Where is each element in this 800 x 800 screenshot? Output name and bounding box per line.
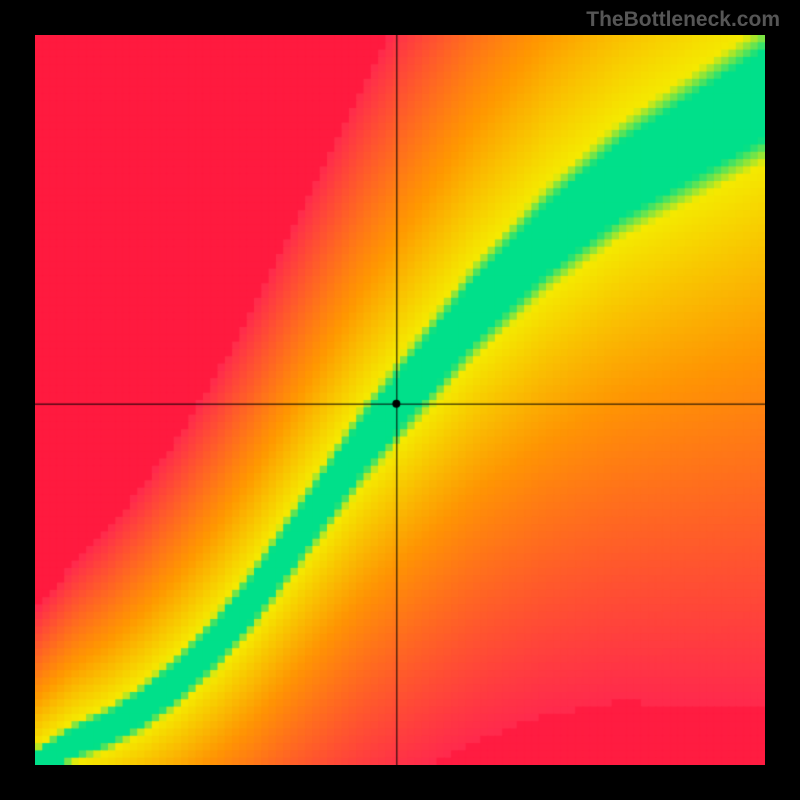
watermark-text: TheBottleneck.com [586,8,780,32]
bottleneck-heatmap [35,35,765,765]
heatmap-canvas [35,35,765,765]
